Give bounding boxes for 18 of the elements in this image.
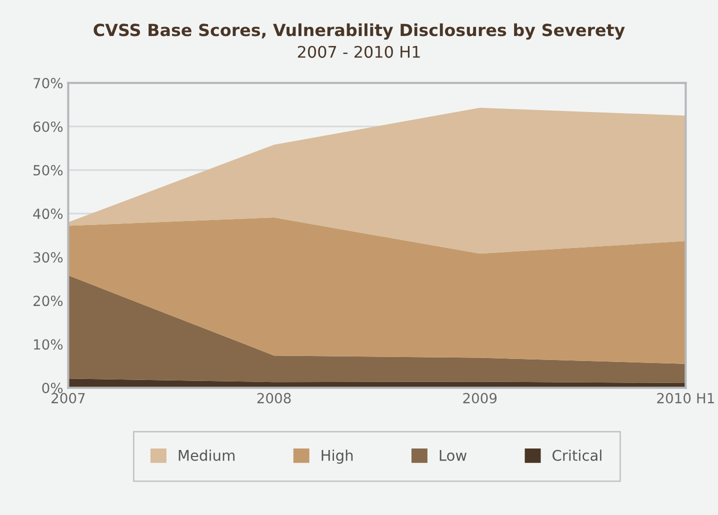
y-tick-label: 0% xyxy=(42,382,63,394)
y-tick-label: 20% xyxy=(33,296,63,306)
y-tick-label: 50% xyxy=(34,164,63,176)
legend-label: High xyxy=(322,450,353,464)
x-tick-label: 2007 xyxy=(52,392,85,404)
y-tick-label: 60% xyxy=(33,121,63,132)
legend-label: Low xyxy=(440,450,467,461)
chart-title: CVSS Base Scores, Vulnerability Disclosures by Severety xyxy=(94,23,625,40)
y-tick-label: 70% xyxy=(34,78,63,88)
x-tick-label: 2009 xyxy=(463,392,497,404)
legend-label: Medium xyxy=(178,450,234,461)
y-tick-label: 30% xyxy=(34,252,63,263)
legend-label: Critical xyxy=(552,450,602,461)
y-tick-label: 40% xyxy=(33,208,63,220)
y-tick-label: 10% xyxy=(34,339,63,350)
chart-subtitle: 2007 - 2010 H1 xyxy=(298,46,420,58)
x-tick-label: 2010 H1 xyxy=(657,392,714,404)
x-tick-label: 2008 xyxy=(257,392,291,404)
